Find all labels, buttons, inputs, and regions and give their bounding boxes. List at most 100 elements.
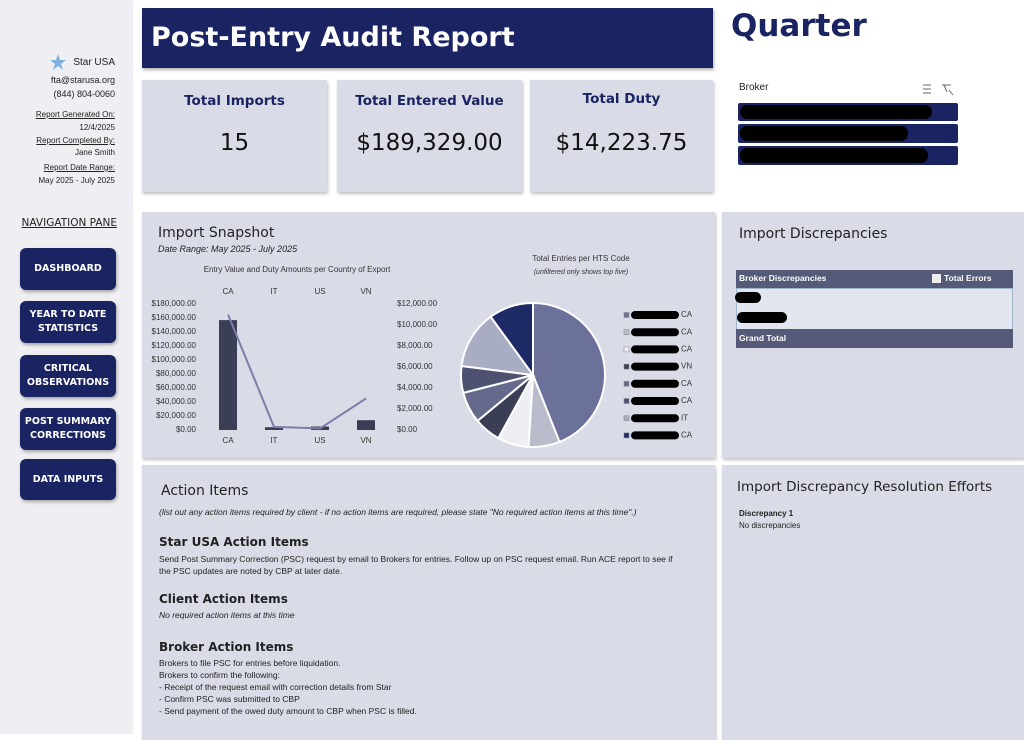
section-text: - Receipt of the request email with corr… xyxy=(159,682,392,692)
instructions: (list out any action items required by c… xyxy=(159,507,637,517)
generated-label: Report Generated On: xyxy=(35,110,115,119)
legend-marker xyxy=(623,363,630,370)
section-text: Brokers to file PSC for entries before l… xyxy=(159,658,341,668)
y2-tick-label: $0.00 xyxy=(397,425,418,434)
table-total: Grand Total xyxy=(736,329,1013,348)
line xyxy=(227,314,367,430)
x-tick-label: CA xyxy=(222,287,234,296)
legend-label: IT xyxy=(681,413,688,422)
legend-marker xyxy=(623,346,630,353)
y2-tick-label: $10,000.00 xyxy=(397,320,438,329)
nav-button[interactable]: DASHBOARD xyxy=(20,248,116,290)
chart-title: Entry Value and Duty Amounts per Country… xyxy=(204,265,391,274)
slicer-item[interactable] xyxy=(738,124,958,143)
period-title: Quarter xyxy=(731,8,867,44)
kpi-card: Total Imports 15 xyxy=(142,80,327,192)
item-note: No discrepancies xyxy=(739,521,801,530)
x-tick-label: VN xyxy=(360,287,371,296)
section-text: No required action items at this time xyxy=(159,610,295,620)
chart-title: Total Entries per HTS Code xyxy=(532,254,630,263)
section-text: Send Post Summary Correction (PSC) reque… xyxy=(159,554,673,576)
slicer-item[interactable] xyxy=(738,103,958,121)
legend-label: CA xyxy=(681,379,693,388)
completed-label: Report Completed By: xyxy=(36,136,115,145)
y2-tick-label: $4,000.00 xyxy=(397,383,433,392)
x-tick-label: US xyxy=(314,287,325,296)
range: May 2025 - July 2025 xyxy=(38,176,116,185)
completed-by: Jane Smith xyxy=(74,148,115,157)
chart-subtitle: (unfiltered only shows top five) xyxy=(534,269,629,276)
table-body xyxy=(735,288,1013,330)
x-tick-label: IT xyxy=(270,436,277,445)
slicer-item[interactable] xyxy=(738,146,958,165)
legend-marker xyxy=(623,381,630,387)
section-heading: Broker Action Items xyxy=(159,640,294,654)
bar xyxy=(265,427,283,430)
column-header: Broker Discrepancies xyxy=(739,273,827,283)
y2-tick-label: $6,000.00 xyxy=(397,362,433,371)
y-tick-label: $140,000.00 xyxy=(152,327,197,336)
column-header: Total Errors xyxy=(944,273,992,283)
table-header: Broker Discrepancies Total Errors xyxy=(736,270,1013,288)
redaction xyxy=(631,414,679,423)
y-tick-label: $0.00 xyxy=(176,425,197,434)
bar xyxy=(219,320,237,430)
slicer-icons[interactable] xyxy=(918,82,954,96)
redaction xyxy=(631,379,679,388)
sidebar: Star USA fta@starusa.org (844) 804-0060 … xyxy=(0,0,133,734)
sort-icon[interactable] xyxy=(932,274,941,283)
legend-label: CA xyxy=(681,327,693,336)
legend-label: VN xyxy=(681,362,692,371)
y-tick-label: $60,000.00 xyxy=(156,383,197,392)
kpi-card: Total Entered Value $189,329.00 xyxy=(337,80,522,192)
nav-button[interactable]: YEAR TO DATE STATISTICS xyxy=(20,301,116,343)
actions-panel: Action Items (list out any action items … xyxy=(142,465,715,740)
y-tick-label: $20,000.00 xyxy=(156,411,197,420)
kpi-label: Total Entered Value xyxy=(355,93,504,109)
y-tick-label: $160,000.00 xyxy=(152,313,197,322)
legend-marker xyxy=(623,415,630,421)
panel-subtitle: Date Range: May 2025 - July 2025 xyxy=(158,244,298,254)
kpi-label: Total Duty xyxy=(582,91,661,107)
kpi-label: Total Imports xyxy=(184,93,285,109)
resolution-panel: Import Discrepancy Resolution Efforts Di… xyxy=(722,465,1024,740)
report-title: Post-Entry Audit Report xyxy=(151,22,515,53)
phone: (844) 804-0060 xyxy=(53,89,115,99)
kpi-value: $14,223.75 xyxy=(555,130,688,156)
kpi-card: Total Duty $14,223.75 xyxy=(530,80,713,192)
generated: 12/4/2025 xyxy=(79,123,115,132)
legend-marker xyxy=(623,432,630,439)
redaction xyxy=(631,397,679,405)
legend-marker xyxy=(623,312,630,318)
legend-label: CA xyxy=(681,310,693,319)
x-tick-label: CA xyxy=(222,436,234,445)
nav-button[interactable]: POST SUMMARY CORRECTIONS xyxy=(20,408,116,450)
y-tick-label: $120,000.00 xyxy=(152,341,197,350)
redaction xyxy=(631,328,679,337)
nav-button[interactable]: CRITICAL OBSERVATIONS xyxy=(20,355,116,397)
panel-title: Import Discrepancies xyxy=(739,226,888,242)
slicer-label: Broker xyxy=(739,82,769,93)
discrepancies-panel: Import Discrepancies Broker Discrepancie… xyxy=(722,212,1024,458)
nav-button[interactable]: DATA INPUTS xyxy=(20,459,116,500)
legend-marker xyxy=(623,398,630,404)
y-tick-label: $40,000.00 xyxy=(156,397,197,406)
kpi-value: $189,329.00 xyxy=(356,130,503,156)
y-tick-label: $100,000.00 xyxy=(152,355,197,364)
snapshot-charts: Entry Value and Duty Amounts per Country… xyxy=(152,254,693,448)
y2-tick-label: $8,000.00 xyxy=(397,341,433,350)
email: fta@starusa.org xyxy=(50,75,115,85)
redaction xyxy=(631,311,679,319)
company: Star USA xyxy=(73,57,115,68)
legend-label: CA xyxy=(681,431,693,440)
redaction xyxy=(631,345,679,354)
pie-slice xyxy=(460,315,536,377)
y2-tick-label: $12,000.00 xyxy=(397,299,438,308)
panel-title: Import Snapshot xyxy=(158,225,275,241)
range-label: Report Date Range: xyxy=(43,163,115,172)
snapshot-panel: Import Snapshot Date Range: May 2025 - J… xyxy=(142,212,715,458)
legend-label: CA xyxy=(681,396,693,405)
redaction xyxy=(631,362,679,371)
section-text: - Send payment of the owed duty amount t… xyxy=(159,706,417,716)
